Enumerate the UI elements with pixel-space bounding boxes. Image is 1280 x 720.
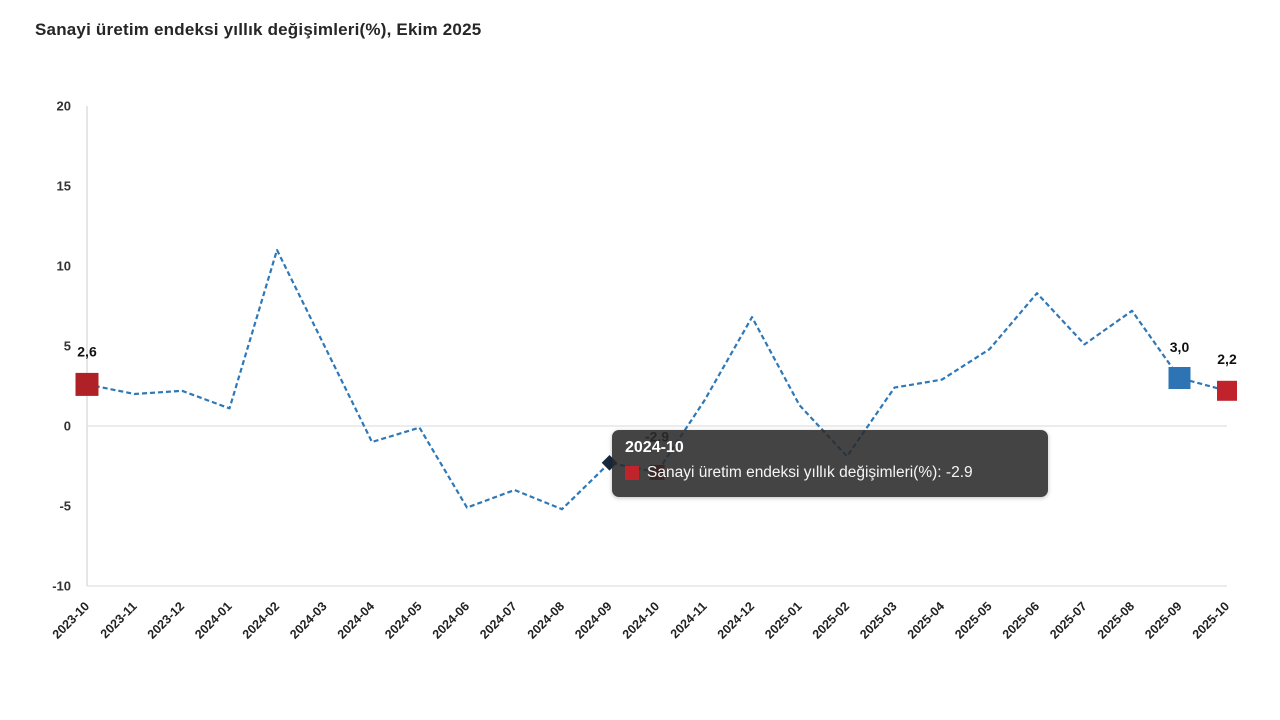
x-tick-label: 2024-09 [572, 599, 614, 641]
data-point-marker-2025-09[interactable] [1168, 367, 1191, 389]
tooltip: 2024-10 Sanayi üretim endeksi yıllık değ… [612, 430, 1048, 497]
x-tick-label: 2025-01 [762, 599, 804, 641]
x-tick-label: 2024-08 [525, 599, 567, 641]
x-tick-label: 2025-07 [1047, 599, 1089, 641]
y-tick-label: 10 [57, 259, 71, 274]
series-swatch-icon [625, 466, 639, 480]
tooltip-date: 2024-10 [625, 439, 684, 456]
x-tick-label: 2024-04 [335, 599, 377, 641]
x-tick-label: 2024-10 [620, 599, 662, 641]
x-tick-label: 2025-03 [857, 599, 899, 641]
x-tick-label: 2025-04 [905, 599, 947, 641]
x-tick-label: 2024-07 [477, 599, 519, 641]
tooltip-series-row: Sanayi üretim endeksi yıllık değişimleri… [625, 464, 1034, 482]
tooltip-series-text: Sanayi üretim endeksi yıllık değişimleri… [647, 464, 973, 482]
y-tick-label: -10 [52, 579, 71, 594]
x-tick-label: 2025-08 [1095, 599, 1137, 641]
data-label-2025-09: 3,0 [1170, 339, 1190, 355]
x-tick-label: 2025-10 [1190, 599, 1232, 641]
y-tick-label: 0 [64, 419, 71, 434]
x-tick-label: 2024-11 [668, 599, 710, 641]
data-label-2023-10: 2,6 [77, 343, 97, 359]
x-tick-label: 2024-01 [192, 599, 234, 641]
x-tick-label: 2024-02 [240, 599, 282, 641]
tooltip-separator: : [937, 464, 946, 481]
tooltip-series-label: Sanayi üretim endeksi yıllık değişimleri… [647, 464, 938, 481]
data-label-2025-10: 2,2 [1217, 351, 1237, 367]
x-tick-label: 2024-03 [287, 599, 329, 641]
data-point-marker-2025-10[interactable] [1217, 380, 1237, 401]
page-title: Sanayi üretim endeksi yıllık değişimleri… [35, 20, 482, 39]
x-tick-label: 2023-10 [50, 599, 92, 641]
y-tick-label: 15 [57, 179, 71, 194]
x-tick-label: 2025-06 [1000, 599, 1042, 641]
x-tick-label: 2023-12 [145, 599, 187, 641]
y-tick-label: 20 [57, 99, 71, 114]
x-tick-label: 2025-02 [810, 599, 852, 641]
y-tick-label: -5 [59, 499, 71, 514]
x-tick-label: 2025-09 [1142, 599, 1184, 641]
x-tick-label: 2024-12 [715, 599, 757, 641]
data-point-marker-2023-10[interactable] [75, 372, 99, 396]
x-tick-label: 2023-11 [98, 599, 140, 641]
x-tick-label: 2024-06 [430, 599, 472, 641]
tooltip-value: -2.9 [945, 464, 973, 481]
x-tick-label: 2024-05 [382, 599, 424, 641]
x-tick-label: 2025-05 [952, 599, 994, 641]
y-tick-label: 5 [64, 339, 71, 354]
series-line [86, 248, 1228, 511]
